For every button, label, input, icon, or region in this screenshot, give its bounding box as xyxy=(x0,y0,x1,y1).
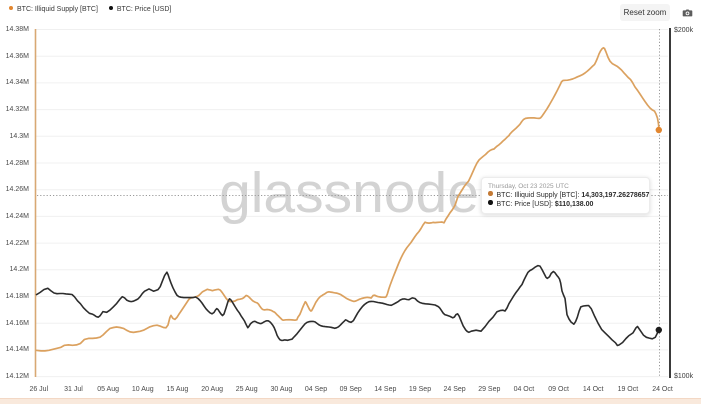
svg-text:glassnode: glassnode xyxy=(219,161,479,225)
